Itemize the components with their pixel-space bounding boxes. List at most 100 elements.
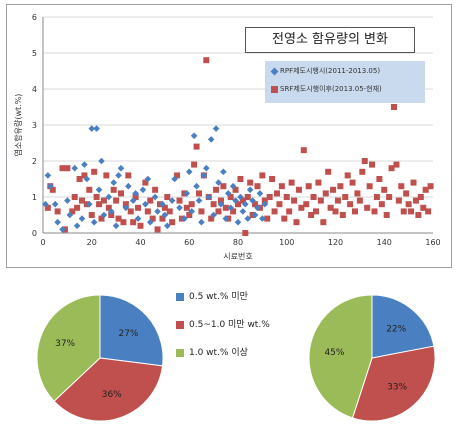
- data-point-rpf: [154, 208, 161, 215]
- data-point-srf: [96, 201, 103, 208]
- data-point-srf: [371, 208, 378, 215]
- data-point-srf: [161, 204, 168, 211]
- swatch-green: [176, 348, 184, 357]
- data-point-srf: [64, 165, 71, 172]
- data-point-rpf: [183, 190, 191, 197]
- data-point-rpf: [71, 164, 78, 172]
- data-point-srf: [127, 208, 134, 215]
- data-point-rpf: [215, 179, 222, 186]
- y-tick-label: 6: [32, 13, 37, 22]
- data-point-srf: [308, 212, 315, 218]
- data-point-srf: [334, 197, 341, 204]
- data-point-rpf: [51, 200, 59, 208]
- data-point-srf: [283, 194, 290, 200]
- data-point-rpf: [237, 193, 244, 201]
- data-point-srf: [425, 208, 432, 215]
- data-point-rpf: [171, 175, 178, 183]
- data-point-srf: [339, 212, 346, 218]
- data-point-rpf: [212, 125, 220, 132]
- data-point-srf: [393, 161, 400, 168]
- data-point-srf: [281, 215, 288, 222]
- data-point-rpf: [90, 218, 98, 226]
- x-axis-title: 시료번호: [223, 252, 252, 261]
- data-point-srf: [420, 204, 427, 211]
- pie-legend-label: 0.5 wt.% 미만: [189, 292, 248, 302]
- y-axis-title: 염소함유량(wt.%): [13, 94, 23, 157]
- data-point-srf: [166, 208, 173, 215]
- data-point-srf: [244, 194, 251, 200]
- data-point-rpf: [181, 215, 188, 222]
- y-tick-label: 1: [32, 193, 37, 202]
- data-point-srf: [427, 183, 434, 190]
- data-point-rpf: [88, 125, 96, 132]
- data-point-srf: [152, 186, 159, 193]
- data-point-rpf: [98, 157, 105, 165]
- data-point-srf: [232, 186, 239, 193]
- scatter-chart-panel: 0 1 2 3 4 5 6 0 20 40 60 80 100 120 140 160 시료번호 염소함유량(wt…: [6, 4, 452, 268]
- data-point-rpf: [110, 179, 117, 186]
- data-point-srf: [196, 190, 202, 197]
- data-point-rpf: [112, 222, 120, 230]
- data-point-rpf: [107, 208, 115, 215]
- data-point-srf: [110, 186, 117, 193]
- data-point-srf: [130, 219, 137, 226]
- data-point-srf: [103, 172, 110, 179]
- x-tick-label: 100: [279, 238, 294, 247]
- data-point-srf: [405, 201, 412, 208]
- pie-legend-item-0-5-to-1-0: 0.5~1.0 미만 wt.%: [176, 318, 270, 332]
- pie-legend-item-under-0-5: 0.5 wt.% 미만: [176, 290, 248, 304]
- pie-legend-label: 0.5~1.0 미만 wt.%: [189, 320, 270, 330]
- data-point-srf: [332, 208, 339, 215]
- data-point-rpf: [244, 215, 252, 222]
- data-point-srf: [286, 208, 293, 215]
- data-point-srf: [81, 172, 88, 179]
- data-point-rpf: [224, 190, 232, 197]
- data-point-srf: [378, 201, 385, 208]
- data-point-srf: [295, 186, 302, 193]
- data-point-rpf: [190, 132, 198, 140]
- data-point-srf: [147, 197, 154, 204]
- data-point-srf: [254, 183, 261, 190]
- data-point-rpf: [254, 204, 261, 212]
- data-point-rpf: [86, 200, 93, 208]
- data-point-srf: [149, 215, 156, 222]
- data-point-srf: [347, 201, 354, 208]
- data-point-rpf: [203, 164, 210, 172]
- data-point-rpf: [129, 197, 137, 204]
- data-point-srf: [383, 212, 390, 218]
- data-point-rpf: [164, 222, 171, 230]
- data-point-srf: [381, 186, 388, 193]
- data-point-srf: [359, 168, 366, 175]
- data-point-srf: [361, 158, 368, 164]
- data-point-rpf: [222, 215, 230, 222]
- data-point-rpf: [59, 226, 66, 233]
- data-point-srf: [403, 190, 410, 197]
- square-marker-icon: [271, 85, 278, 93]
- data-point-srf: [400, 208, 407, 215]
- data-point-rpf: [100, 211, 108, 219]
- legend-label-rpf: RPF제도시행시(2011-2013.05): [280, 67, 381, 75]
- data-point-srf: [239, 197, 246, 204]
- scatter-legend: RPF제도시행시(2011-2013.05) SRF제도시행이후(2013.05…: [265, 61, 425, 103]
- data-point-srf: [198, 208, 205, 215]
- data-point-srf: [305, 183, 312, 190]
- pie-slice-label: 27%: [118, 329, 138, 339]
- data-point-srf: [59, 165, 66, 172]
- data-point-rpf: [161, 211, 169, 219]
- data-point-srf: [266, 194, 273, 200]
- data-point-rpf: [217, 200, 225, 208]
- data-point-srf: [108, 212, 115, 218]
- data-point-srf: [330, 186, 337, 193]
- data-point-rpf: [122, 204, 130, 212]
- data-point-srf: [274, 190, 280, 197]
- data-point-srf: [186, 212, 193, 218]
- data-point-srf: [276, 201, 283, 208]
- data-point-srf: [344, 172, 351, 179]
- data-point-srf: [144, 208, 151, 215]
- data-point-srf: [237, 176, 244, 182]
- data-point-rpf: [205, 193, 213, 201]
- data-point-srf: [417, 194, 424, 200]
- y-tick-label: 0: [32, 229, 37, 238]
- data-point-srf: [278, 183, 285, 190]
- data-point-srf: [115, 215, 122, 222]
